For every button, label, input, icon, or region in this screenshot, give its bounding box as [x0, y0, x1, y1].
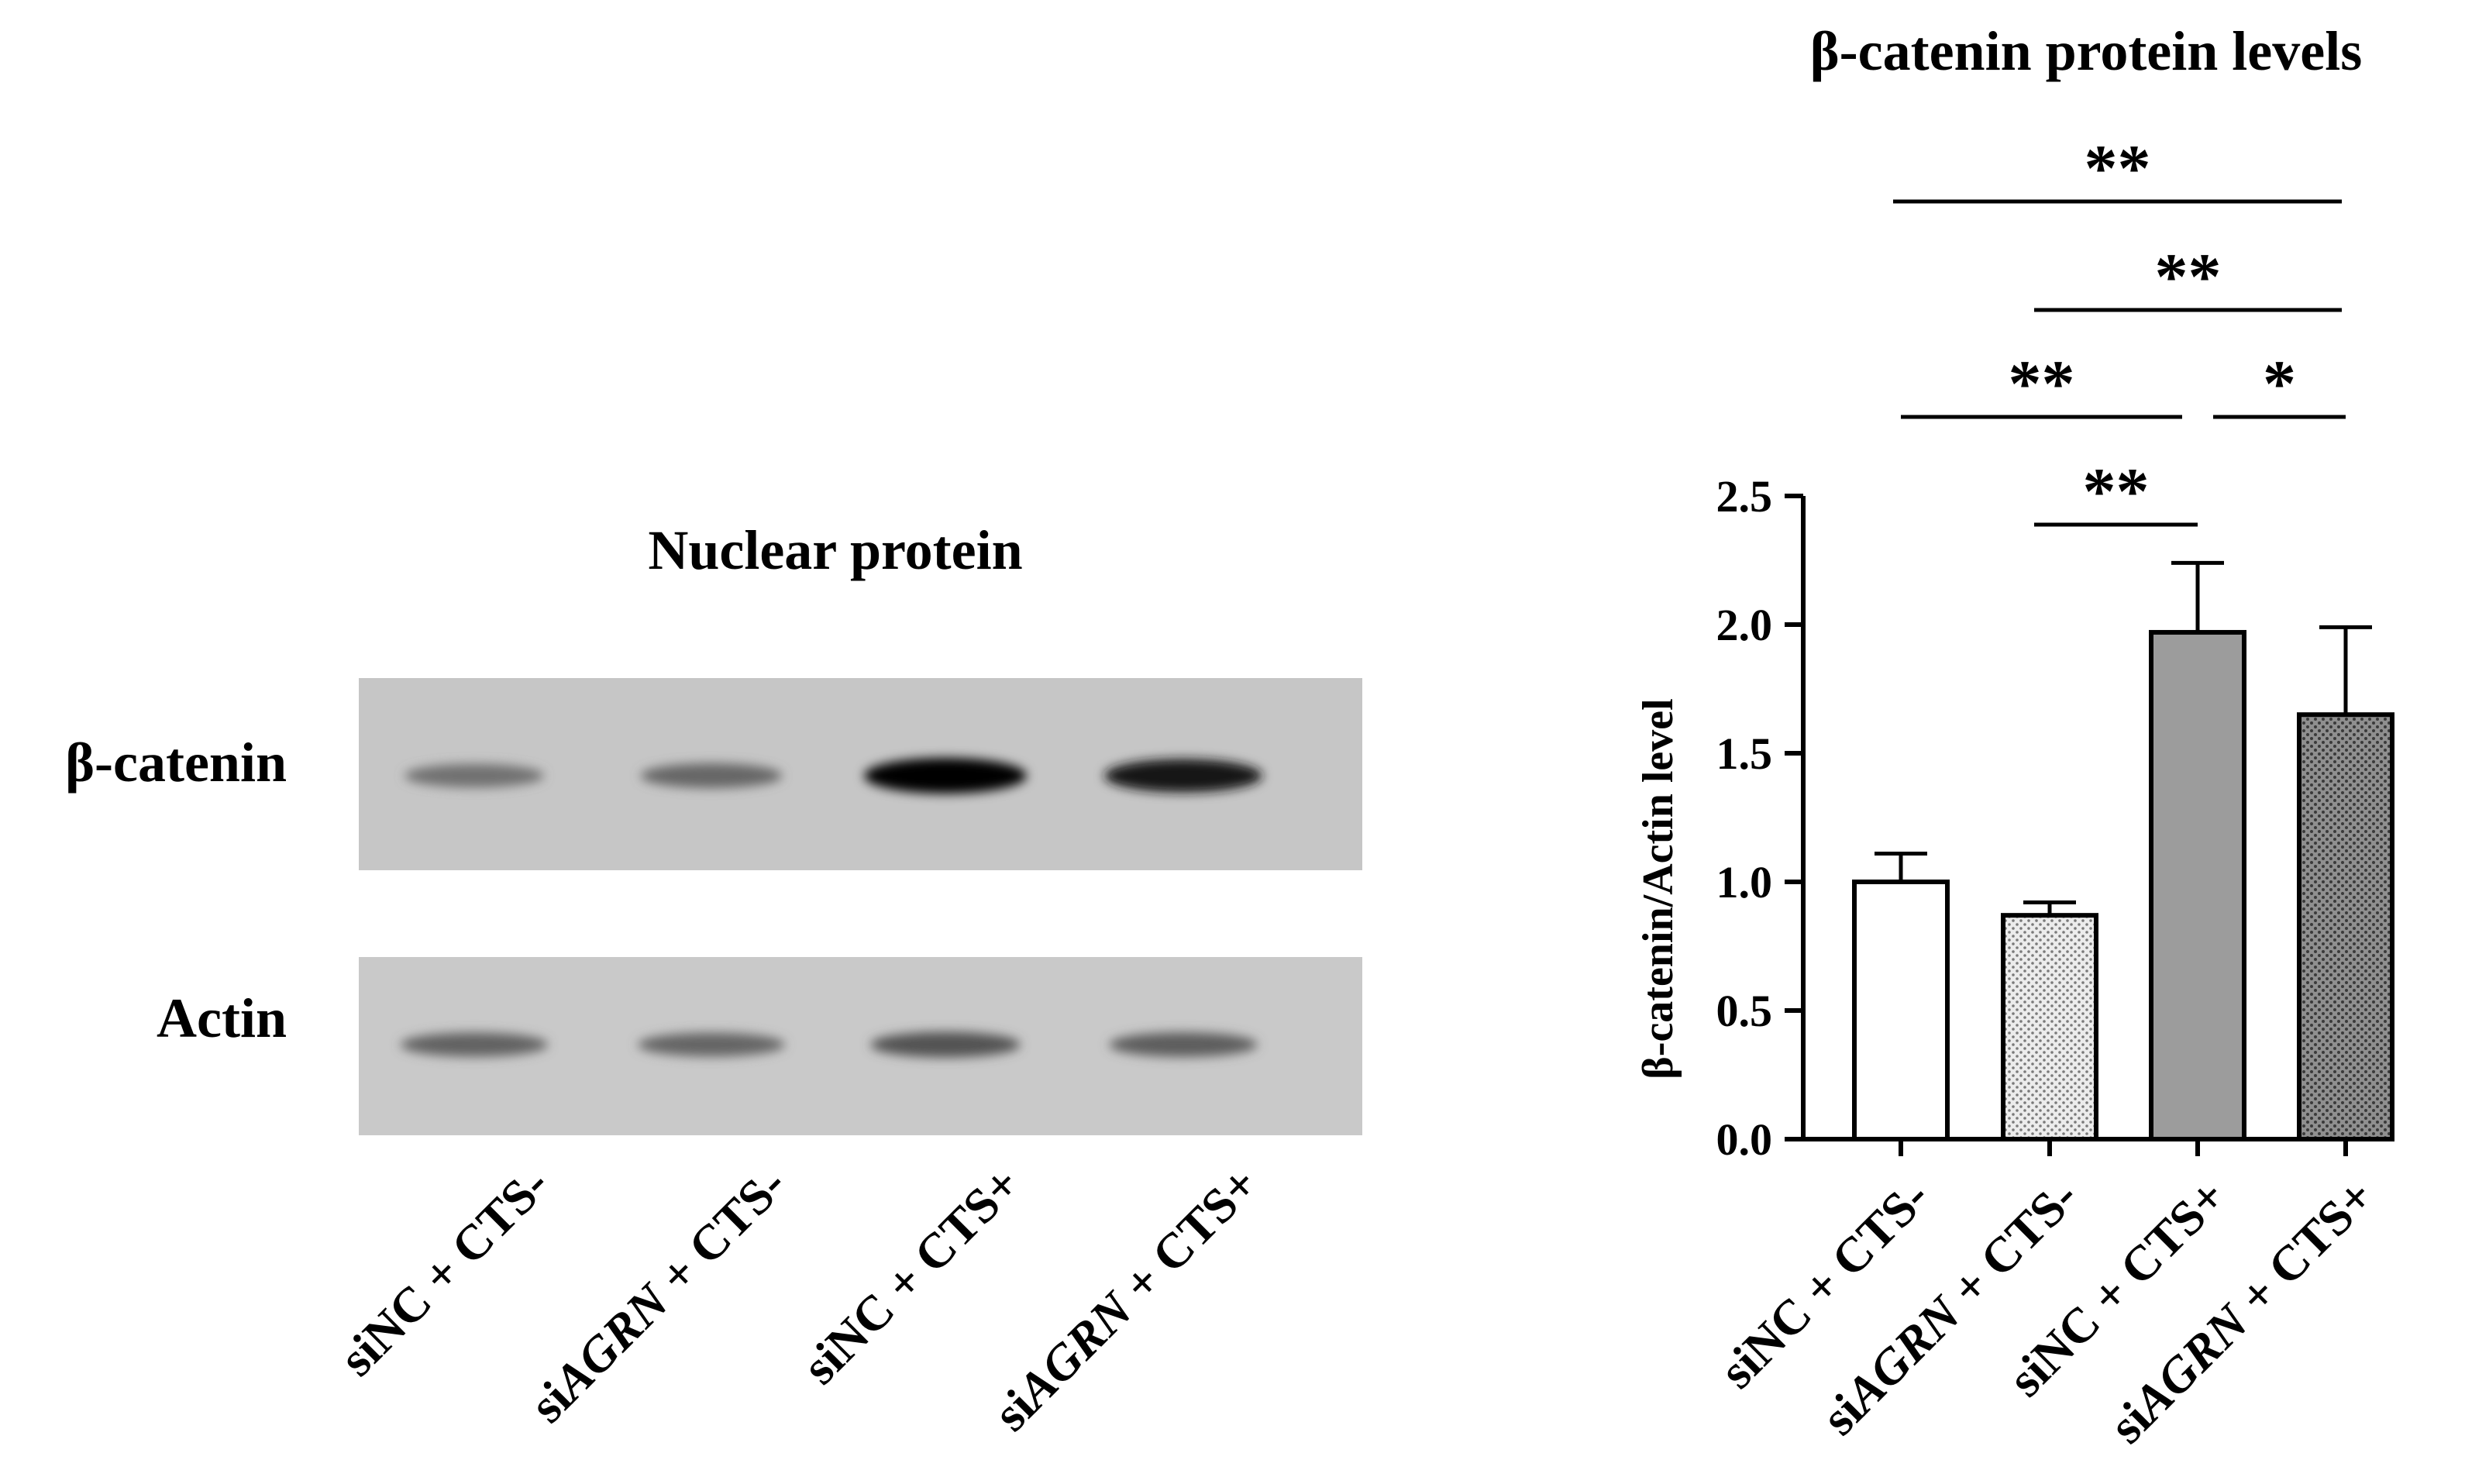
significance-label-3: *	[2263, 346, 2296, 421]
category-label-4: siAGRN + CTS+	[2099, 1169, 2384, 1454]
band-actin-lane-3	[870, 1031, 1021, 1058]
significance-label-1: **	[2083, 454, 2150, 529]
lane-label-3: siNC + CTS+	[792, 1156, 1031, 1395]
y-tick-label-0: 0.0	[1716, 1114, 1773, 1165]
y-tick-label-5: 2.5	[1716, 471, 1773, 522]
y-tick-label-4: 2.0	[1716, 600, 1773, 650]
band-actin-lane-4	[1109, 1032, 1258, 1057]
band-beta-catenin-lane-2	[640, 763, 783, 788]
blot-bands	[400, 758, 1262, 1058]
band-label-actin: Actin	[157, 987, 287, 1049]
lane-label-2-post: + CTS-	[640, 1156, 797, 1313]
lane-label-1-post: + CTS-	[403, 1156, 559, 1313]
blot-title: Nuclear protein	[648, 519, 1022, 581]
bar-1	[1852, 880, 1950, 1141]
y-tick-label-3: 1.5	[1716, 728, 1773, 779]
lane-label-4-post: + CTS+	[1103, 1156, 1268, 1320]
y-axis-label: β-catenin/Actin level	[1634, 698, 1682, 1079]
significance-brackets: **** *****	[1893, 131, 2346, 529]
band-actin-lane-2	[638, 1032, 785, 1057]
bar-3	[2149, 629, 2246, 1141]
significance-label-5: **	[2085, 131, 2151, 205]
significance-label-2: **	[2009, 346, 2075, 421]
axes: 0.0 0.5 1.0 1.5 2.0 2.5	[1716, 471, 2384, 1165]
y-tick-label-2: 1.0	[1716, 857, 1773, 907]
bar-chart-panel: β-catenin protein levels β-catenin/Actin…	[1634, 20, 2394, 1454]
band-beta-catenin-lane-1	[405, 763, 544, 788]
category-label-4-post: + CTS+	[2219, 1169, 2384, 1333]
western-blot-panel: Nuclear protein β-catenin Actin siNC + C…	[65, 519, 1362, 1441]
y-tick-label-1: 0.5	[1716, 986, 1773, 1036]
lane-labels: siNC + CTS-siAGRN + CTS-siNC + CTS+siAGR…	[329, 1156, 1269, 1441]
band-beta-catenin-lane-3	[864, 758, 1027, 794]
lane-label-2: siAGRN + CTS-	[519, 1156, 797, 1434]
chart-title: β-catenin protein levels	[1810, 20, 2363, 82]
band-beta-catenin-lane-4	[1104, 759, 1262, 793]
bars	[1852, 560, 2394, 1142]
significance-label-4: **	[2155, 239, 2222, 314]
lane-label-3-post: + CTS+	[866, 1156, 1030, 1320]
band-label-beta-catenin: β-catenin	[65, 732, 287, 794]
lane-label-1: siNC + CTS-	[329, 1156, 559, 1386]
category-label-2: siAGRN + CTS-	[1811, 1169, 2088, 1446]
bar-4	[2297, 712, 2394, 1141]
category-labels: siNC + CTS-siAGRN + CTS-siNC + CTS+siAGR…	[1709, 1169, 2384, 1454]
bar-2	[2001, 913, 2098, 1142]
band-actin-lane-1	[400, 1032, 549, 1057]
